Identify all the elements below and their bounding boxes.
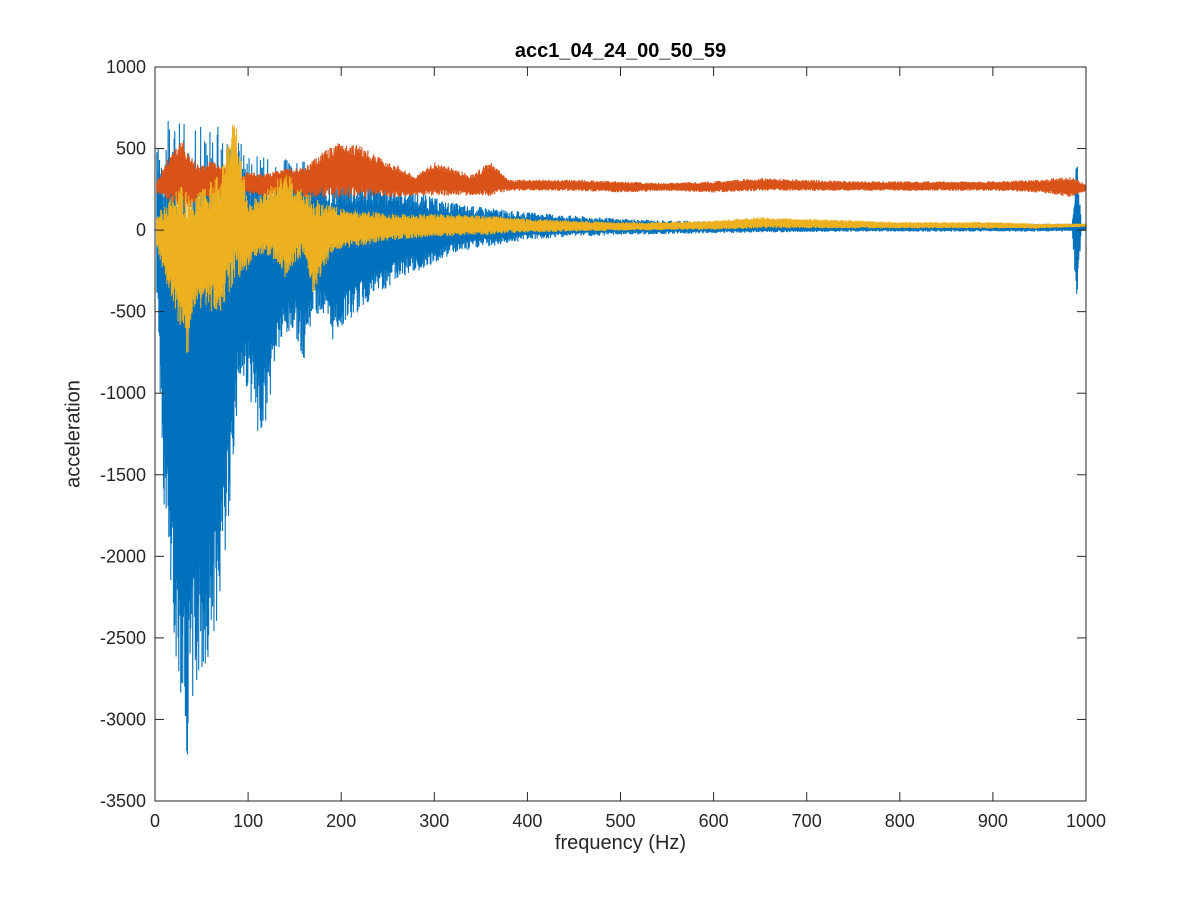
x-tick-label: 600 (699, 811, 729, 831)
y-tick-label: -500 (110, 302, 146, 322)
y-axis-label: acceleration (62, 380, 85, 488)
x-tick-label: 800 (885, 811, 915, 831)
y-tick-label: 0 (136, 220, 146, 240)
y-tick-label: -1000 (100, 383, 146, 403)
y-tick-label: -3000 (100, 709, 146, 729)
x-tick-label: 900 (978, 811, 1008, 831)
x-tick-label: 0 (150, 811, 160, 831)
y-tick-label: -3500 (100, 791, 146, 811)
x-tick-label: 1000 (1066, 811, 1106, 831)
series-2-line (156, 142, 1087, 208)
series-3-line (156, 124, 1087, 353)
chart-title: acc1_04_24_00_50_59 (514, 40, 727, 62)
y-tick-label: 500 (116, 139, 146, 159)
x-tick-label: 100 (233, 811, 263, 831)
x-tick-label: 200 (326, 811, 356, 831)
x-tick-label: 400 (512, 811, 542, 831)
y-tick-label: -1500 (100, 465, 146, 485)
x-tick-label: 700 (792, 811, 822, 831)
y-tick-label: 1000 (106, 57, 146, 77)
x-tick-label: 300 (419, 811, 449, 831)
y-tick-label: -2000 (100, 546, 146, 566)
y-tick-label: -2500 (100, 628, 146, 648)
x-tick-label: 500 (605, 811, 635, 831)
x-axis-label: frequency (Hz) (554, 832, 687, 854)
